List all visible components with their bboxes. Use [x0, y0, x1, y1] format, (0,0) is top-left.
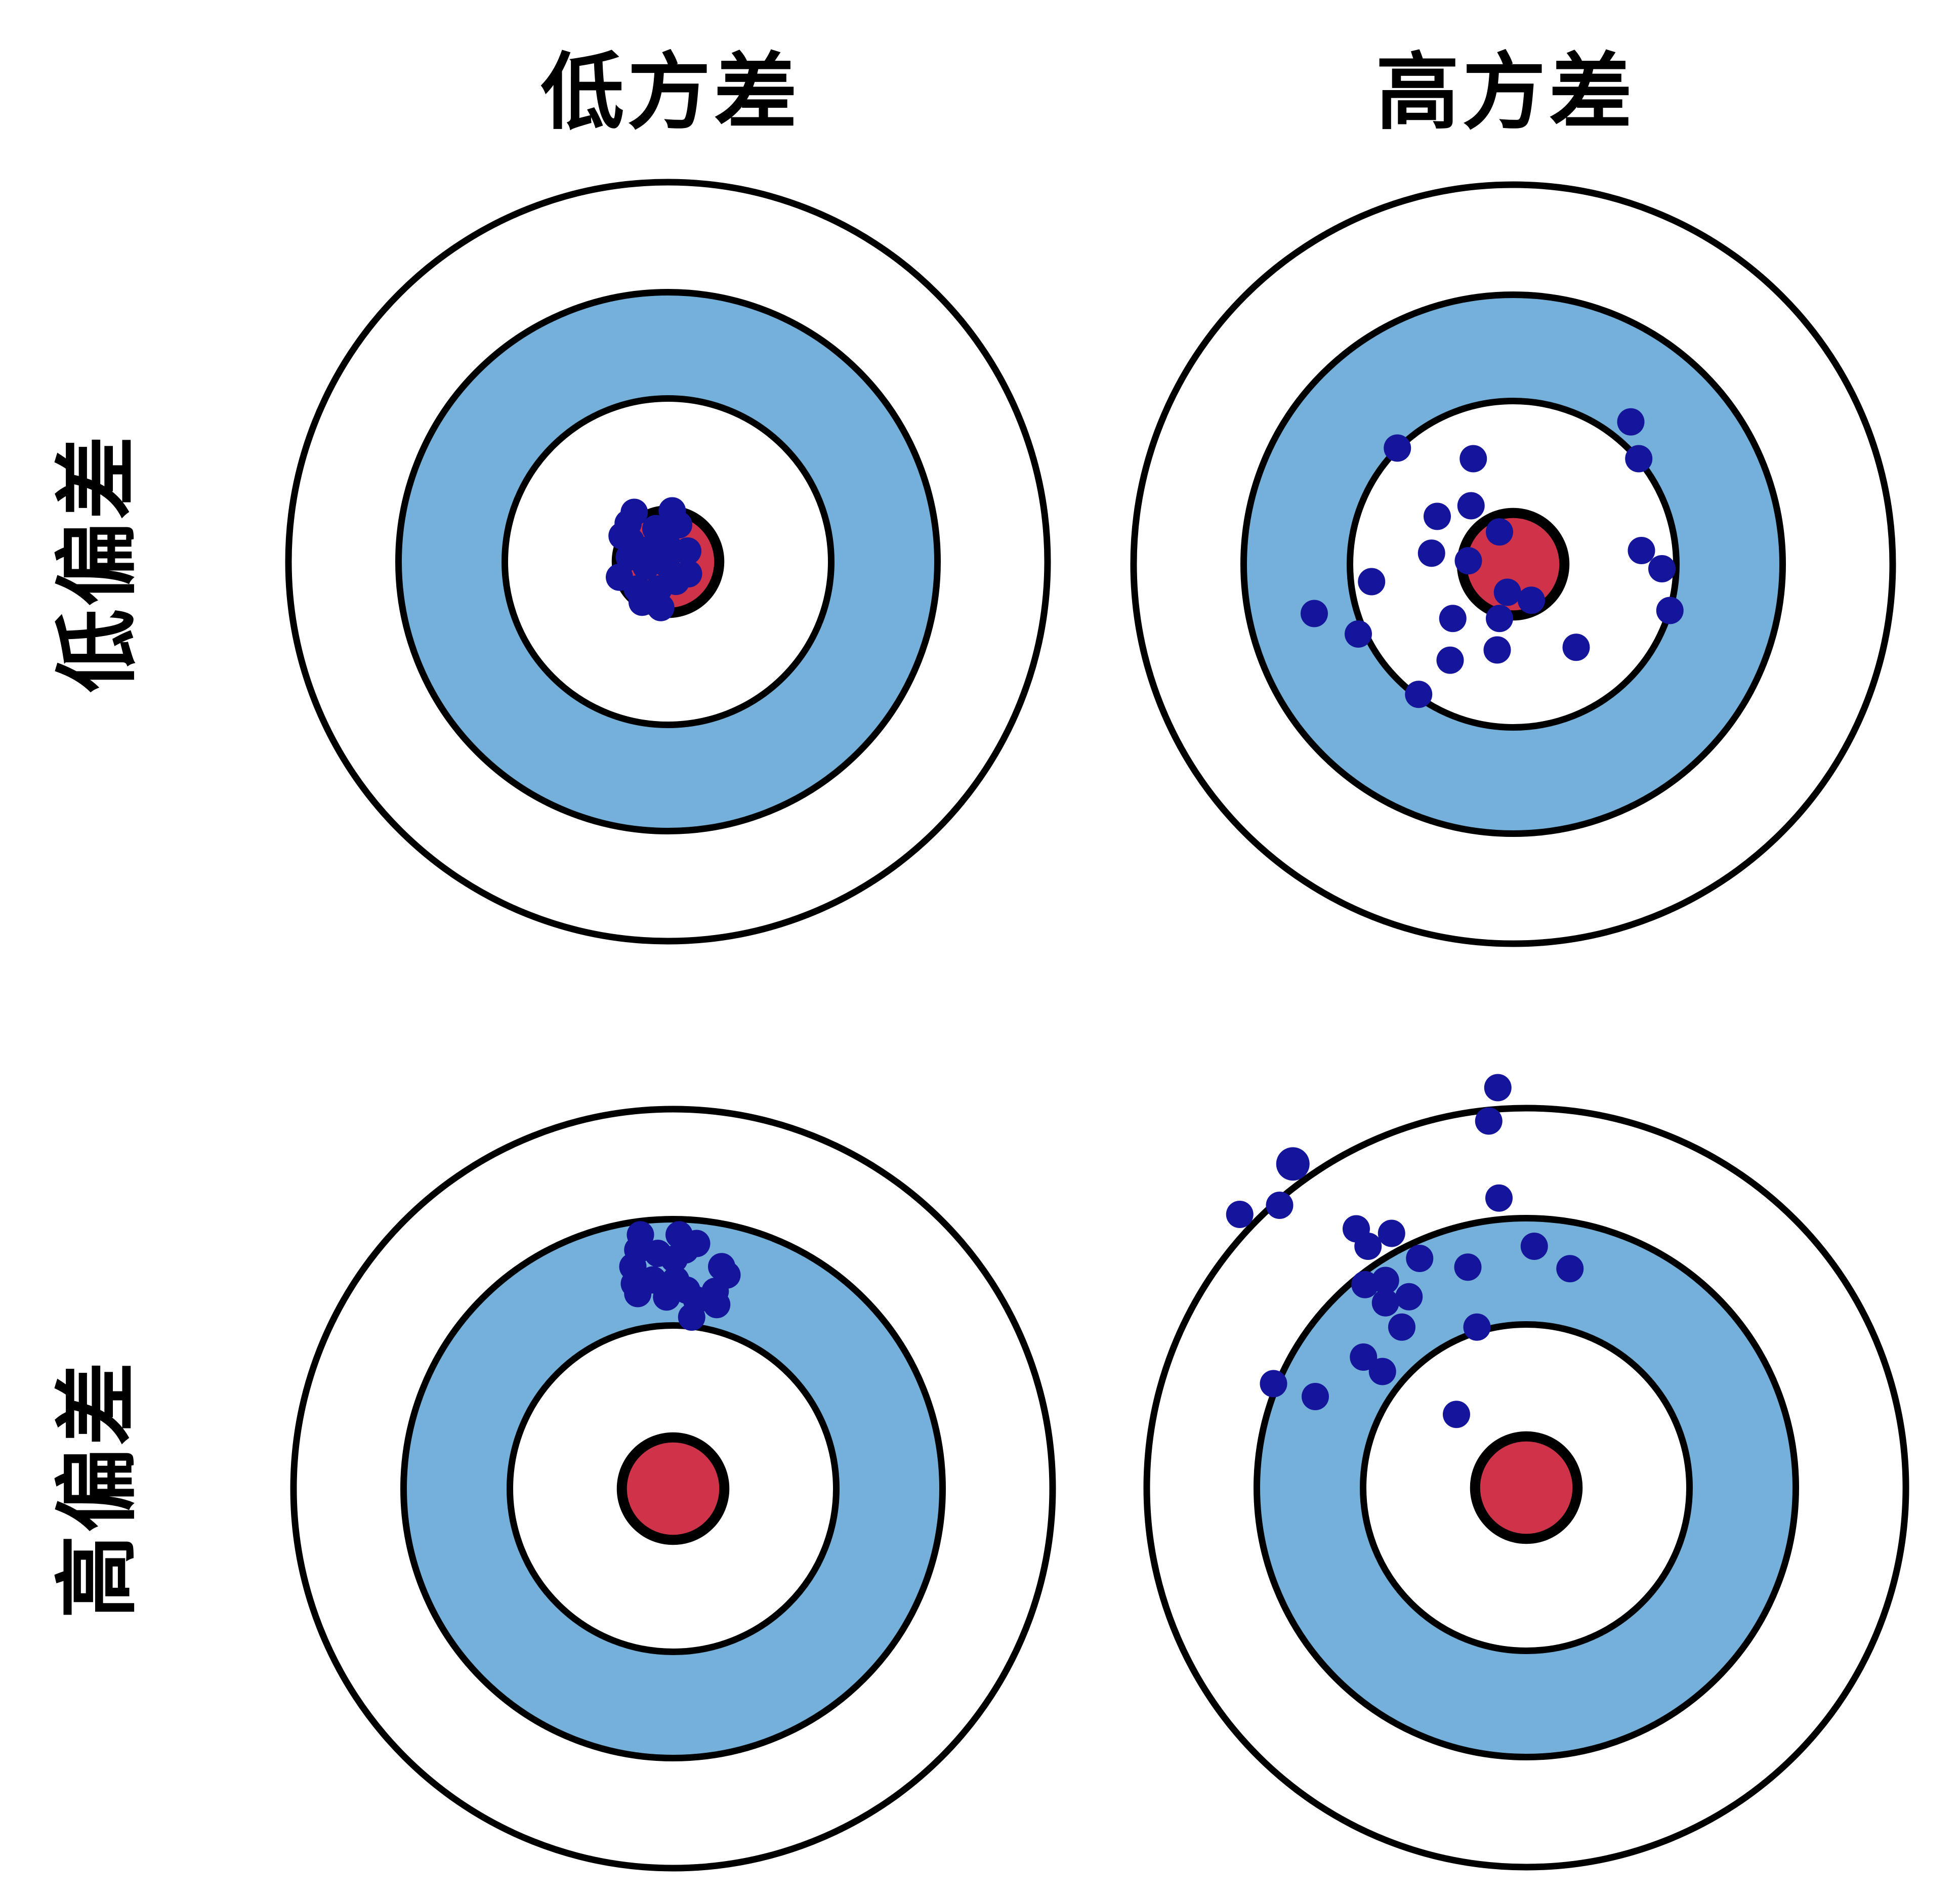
shot-dot — [1562, 634, 1590, 661]
shot-dot — [1405, 681, 1433, 708]
shot-dot — [1260, 1370, 1287, 1398]
target-low-bias-low-variance — [285, 179, 1051, 945]
shot-dot — [1518, 586, 1545, 614]
shot-dot — [678, 1303, 705, 1331]
shot-dot — [1648, 555, 1676, 582]
shot-dot — [1484, 1074, 1512, 1102]
shot-dot — [665, 511, 692, 539]
shot-dot — [1656, 597, 1684, 624]
shot-dot — [1443, 1401, 1470, 1428]
shot-dot — [1388, 1313, 1415, 1341]
shot-dot — [1454, 1253, 1482, 1281]
shot-dot — [1276, 1147, 1310, 1181]
shot-dot — [1617, 408, 1645, 436]
target-high-bias-high-variance-bullseye — [1470, 1431, 1583, 1544]
shot-dot — [632, 553, 660, 580]
shot-dot — [1493, 578, 1521, 606]
shot-dot — [1302, 1383, 1329, 1410]
shot-dot — [653, 1283, 681, 1311]
shot-dot — [1368, 1358, 1396, 1385]
shot-dot — [1358, 568, 1386, 596]
shot-dot — [1457, 492, 1485, 520]
shot-dot — [1406, 1245, 1434, 1272]
shot-dot — [1226, 1201, 1254, 1228]
shot-dot — [1439, 605, 1467, 632]
shot-dot — [1384, 434, 1411, 462]
shot-dot — [1628, 537, 1655, 564]
shot-dot — [1351, 1271, 1379, 1298]
shot-dot — [1354, 1233, 1382, 1260]
shot-dot — [647, 594, 675, 621]
target-high-bias-high-variance — [1143, 1074, 1909, 1871]
shot-dot — [1424, 502, 1451, 530]
shot-dot — [1625, 445, 1653, 473]
shot-dot — [1486, 605, 1513, 632]
shot-dot — [1483, 636, 1511, 664]
shot-dot — [624, 1280, 652, 1307]
shot-dot — [1350, 1343, 1378, 1371]
shot-dot — [660, 1245, 688, 1273]
row-label-low-bias: 低偏差 — [52, 433, 145, 693]
shot-dot — [1266, 1192, 1294, 1219]
shot-dot — [1378, 1219, 1405, 1247]
shot-dot — [1395, 1283, 1423, 1311]
shot-dot — [652, 550, 680, 577]
shot-dot — [1454, 547, 1482, 575]
shot-dot — [1345, 620, 1372, 648]
shot-dot — [1459, 445, 1487, 473]
row-label-high-bias: 高偏差 — [52, 1359, 145, 1619]
target-high-bias-low-variance-bullseye — [616, 1432, 730, 1545]
shot-dot — [1520, 1233, 1548, 1260]
shot-dot — [1371, 1267, 1399, 1294]
shot-dot — [1556, 1255, 1584, 1283]
shot-dot — [1486, 518, 1513, 546]
shot-dot — [1485, 1184, 1513, 1212]
shot-dot — [1436, 646, 1464, 674]
shot-dot — [1371, 1289, 1399, 1317]
target-high-bias-low-variance — [290, 1106, 1056, 1872]
target-low-bias-high-variance — [1130, 181, 1896, 947]
shot-dot — [1475, 1107, 1503, 1135]
shot-dot — [1301, 600, 1328, 627]
shot-dot — [703, 1291, 731, 1319]
shot-dot — [1417, 539, 1445, 567]
shot-dot — [617, 527, 645, 555]
shot-dot — [1463, 1313, 1491, 1341]
column-label-high-variance: 高方差 — [1375, 47, 1636, 140]
column-label-low-variance: 低方差 — [540, 47, 801, 140]
